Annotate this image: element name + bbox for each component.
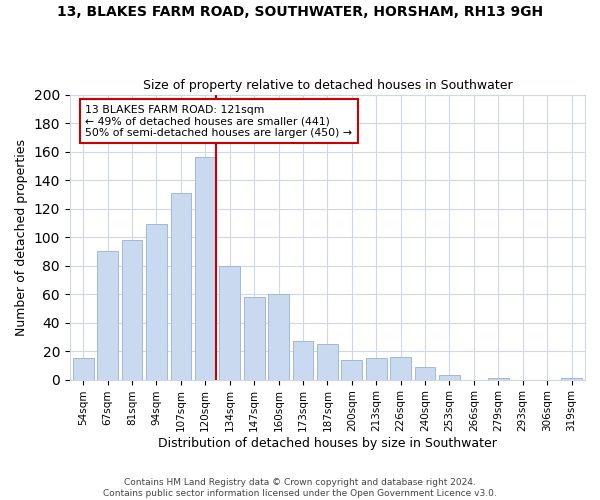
Bar [268, 294, 289, 380]
Bar [122, 240, 142, 380]
Bar [415, 367, 436, 380]
Bar [561, 378, 582, 380]
Text: Contains HM Land Registry data © Crown copyright and database right 2024.
Contai: Contains HM Land Registry data © Crown c… [103, 478, 497, 498]
Bar [220, 266, 240, 380]
Text: 13 BLAKES FARM ROAD: 121sqm
← 49% of detached houses are smaller (441)
50% of se: 13 BLAKES FARM ROAD: 121sqm ← 49% of det… [85, 104, 352, 138]
X-axis label: Distribution of detached houses by size in Southwater: Distribution of detached houses by size … [158, 437, 497, 450]
Bar [293, 341, 313, 380]
Bar [73, 358, 94, 380]
Text: 13, BLAKES FARM ROAD, SOUTHWATER, HORSHAM, RH13 9GH: 13, BLAKES FARM ROAD, SOUTHWATER, HORSHA… [57, 5, 543, 19]
Bar [146, 224, 167, 380]
Bar [195, 158, 215, 380]
Bar [244, 297, 265, 380]
Title: Size of property relative to detached houses in Southwater: Size of property relative to detached ho… [143, 79, 512, 92]
Bar [97, 252, 118, 380]
Bar [170, 193, 191, 380]
Bar [390, 357, 411, 380]
Bar [488, 378, 509, 380]
Bar [341, 360, 362, 380]
Bar [439, 376, 460, 380]
Bar [366, 358, 386, 380]
Bar [317, 344, 338, 380]
Y-axis label: Number of detached properties: Number of detached properties [15, 138, 28, 336]
